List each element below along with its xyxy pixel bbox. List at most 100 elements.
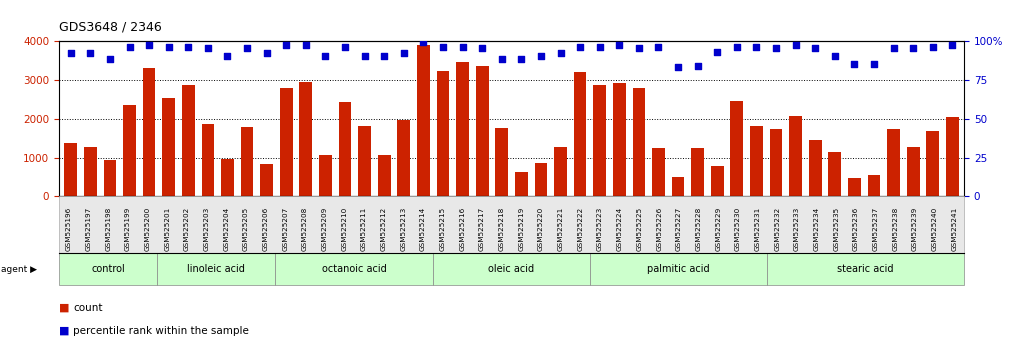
Text: GSM525204: GSM525204	[224, 207, 229, 251]
Bar	[809, 140, 822, 196]
Bar	[84, 147, 97, 196]
Point	[493, 57, 510, 62]
Point	[865, 61, 882, 67]
Point	[552, 50, 569, 56]
Point	[474, 46, 490, 51]
Text: GSM525206: GSM525206	[262, 207, 268, 251]
Bar	[495, 128, 508, 196]
Bar	[280, 88, 293, 196]
Text: ■: ■	[59, 326, 69, 336]
Text: GSM525236: GSM525236	[853, 207, 859, 251]
Text: GSM525223: GSM525223	[597, 207, 603, 251]
Text: GSM525200: GSM525200	[144, 207, 151, 251]
Text: GSM525233: GSM525233	[794, 207, 799, 251]
Bar	[163, 98, 175, 196]
Bar	[221, 159, 234, 196]
Bar	[751, 126, 763, 196]
Text: GSM525230: GSM525230	[735, 207, 740, 251]
Point	[670, 64, 686, 70]
Bar	[457, 62, 469, 196]
Point	[924, 44, 941, 50]
Point	[121, 44, 137, 50]
Point	[220, 53, 236, 59]
Bar	[730, 101, 743, 196]
Point	[337, 44, 353, 50]
Text: linoleic acid: linoleic acid	[187, 264, 245, 274]
Text: GSM525205: GSM525205	[243, 207, 249, 251]
Text: GSM525232: GSM525232	[774, 207, 780, 251]
Bar	[535, 162, 547, 196]
Bar	[789, 116, 802, 196]
Point	[435, 44, 452, 50]
Point	[180, 44, 196, 50]
Point	[317, 53, 334, 59]
Point	[749, 44, 765, 50]
Text: GSM525207: GSM525207	[283, 207, 288, 251]
Bar	[671, 177, 684, 196]
Bar	[574, 72, 587, 196]
Text: GSM525213: GSM525213	[401, 207, 407, 251]
Point	[239, 46, 255, 51]
Text: GSM525196: GSM525196	[66, 207, 72, 251]
Text: GSM525225: GSM525225	[637, 207, 643, 251]
Text: GSM525199: GSM525199	[125, 207, 131, 251]
Bar	[515, 172, 528, 196]
Bar	[711, 166, 724, 196]
Point	[592, 44, 608, 50]
Bar	[946, 117, 959, 196]
Point	[199, 46, 216, 51]
Bar	[123, 104, 136, 196]
Point	[102, 57, 118, 62]
Bar	[926, 131, 939, 196]
Text: GSM525220: GSM525220	[538, 207, 544, 251]
Bar	[299, 82, 312, 196]
Text: GSM525234: GSM525234	[814, 207, 820, 251]
Bar	[436, 71, 450, 196]
Text: GSM525202: GSM525202	[184, 207, 190, 251]
Point	[631, 46, 647, 51]
Text: count: count	[73, 303, 103, 313]
Point	[258, 50, 275, 56]
Text: GSM525209: GSM525209	[321, 207, 327, 251]
Text: GSM525198: GSM525198	[105, 207, 111, 251]
Bar	[358, 126, 371, 196]
Point	[709, 49, 725, 55]
Bar	[829, 153, 841, 196]
Bar	[476, 66, 488, 196]
Text: GSM525224: GSM525224	[616, 207, 622, 251]
Text: GSM525231: GSM525231	[755, 207, 761, 251]
Bar	[417, 45, 430, 196]
Text: control: control	[92, 264, 125, 274]
Text: oleic acid: oleic acid	[488, 264, 535, 274]
Point	[415, 39, 431, 45]
Bar	[692, 148, 704, 196]
Text: GSM525229: GSM525229	[715, 207, 721, 251]
Bar	[142, 68, 156, 196]
Point	[827, 53, 843, 59]
Point	[82, 50, 99, 56]
Bar	[613, 83, 625, 196]
Text: GSM525211: GSM525211	[361, 207, 367, 251]
Text: GSM525221: GSM525221	[557, 207, 563, 251]
Text: GSM525239: GSM525239	[912, 207, 918, 251]
Bar	[848, 178, 860, 196]
Text: GSM525241: GSM525241	[951, 207, 957, 251]
Point	[650, 44, 666, 50]
Bar	[652, 148, 665, 196]
Text: GSM525226: GSM525226	[656, 207, 662, 251]
Text: GSM525238: GSM525238	[892, 207, 898, 251]
Text: GSM525227: GSM525227	[676, 207, 681, 251]
Point	[944, 42, 960, 48]
Text: GSM525218: GSM525218	[498, 207, 504, 251]
Text: GSM525219: GSM525219	[519, 207, 525, 251]
Bar	[554, 147, 566, 196]
Text: GSM525215: GSM525215	[439, 207, 445, 251]
Text: GSM525235: GSM525235	[833, 207, 839, 251]
Bar	[260, 164, 273, 196]
Text: octanoic acid: octanoic acid	[321, 264, 386, 274]
Text: percentile rank within the sample: percentile rank within the sample	[73, 326, 249, 336]
Text: GSM525222: GSM525222	[578, 207, 584, 251]
Point	[807, 46, 824, 51]
Text: GSM525240: GSM525240	[932, 207, 938, 251]
Bar	[182, 85, 194, 196]
